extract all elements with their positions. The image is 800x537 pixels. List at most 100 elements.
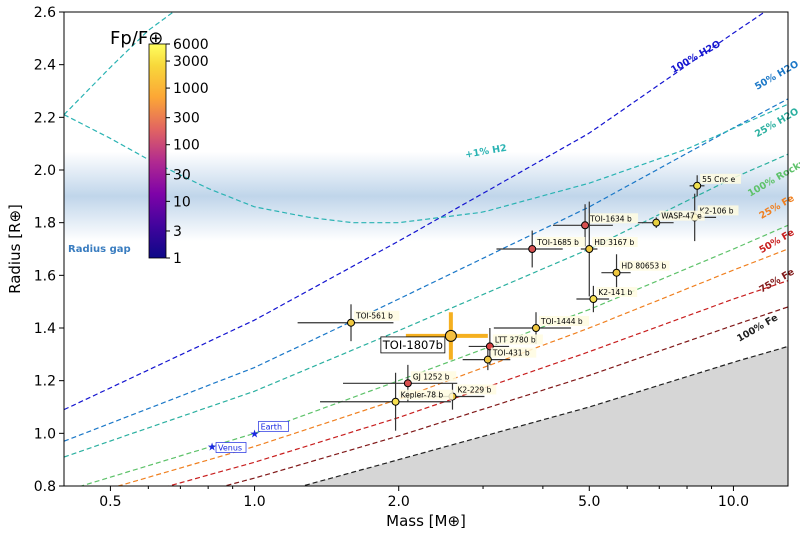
y-tick-label: 0.8: [34, 479, 56, 495]
curve-25-fe: [116, 248, 788, 486]
x-tick-label: 10.0: [718, 494, 749, 510]
venus-star-marker: ★: [207, 441, 217, 454]
y-tick-label: 2.2: [34, 110, 56, 126]
planet-label-box: [619, 260, 670, 271]
planet-label-box: [354, 310, 400, 321]
planet-label: K2-106 b: [700, 206, 734, 215]
planet-label: TOI-1634 b: [589, 214, 632, 223]
planet-marker: [612, 268, 621, 277]
colorbar-tick-label: 1: [173, 251, 182, 267]
colorbar-tick-label: 1000: [173, 81, 209, 97]
colorbar-tick-label: 3000: [173, 54, 209, 70]
planet-label: Kepler-78 b: [401, 391, 444, 400]
planet-label: HD 3167 b: [594, 238, 634, 247]
y-tick-label: 1.8: [34, 216, 56, 232]
y-tick-label: 2.4: [34, 58, 56, 74]
curve-50-fe: [166, 280, 788, 486]
solar-system-earth: ★Earth: [250, 420, 289, 440]
x-tick-label: 5.0: [578, 494, 600, 510]
curve-100-fe: [300, 345, 788, 486]
planet-label-box: [410, 371, 457, 382]
planet-marker: [444, 329, 457, 342]
planet-55-cnc-e: 55 Cnc e: [689, 173, 741, 197]
planet-label-box: [490, 347, 537, 358]
planet-label: TOI-431 b: [492, 349, 530, 358]
planet-hd-80653-b: HD 80653 b: [601, 254, 670, 292]
planet-label: WASP-47 e: [661, 212, 702, 221]
planet-toi-1685-b: TOI-1685 b: [496, 230, 586, 268]
curve-plus-1pct-h2: [64, 103, 788, 224]
planet-wasp-47-e: WASP-47 e: [637, 210, 705, 228]
planet-label-box: [588, 213, 639, 224]
venus-label-box: [215, 442, 247, 453]
colorbar-tick-label: 30: [173, 167, 191, 183]
planet-label-box: [596, 287, 638, 298]
planet-marker: [532, 324, 541, 332]
solar-system-venus: ★ Venus: [207, 441, 247, 454]
planet-label-box: [697, 205, 739, 216]
venus-label: Venus: [218, 444, 242, 453]
plot-frame: [63, 11, 789, 487]
y-tick-label: 1.6: [34, 268, 56, 284]
planet-label: TOI-1685 b: [536, 238, 579, 247]
x-tick-label: 0.5: [99, 494, 121, 510]
planet-toi-561-b: TOI-561 b: [297, 304, 400, 342]
colorbar-tick-label: 10: [173, 194, 191, 210]
planet-marker: [652, 218, 661, 227]
planet-label-box: [380, 336, 446, 354]
y-tick-label: 2.0: [34, 163, 56, 179]
earth-star-marker: ★: [250, 427, 260, 440]
y-tick-label: 1.2: [34, 374, 56, 390]
x-tick-label: 1.0: [243, 494, 265, 510]
planet-toi-1444-b: TOI-1444 b: [493, 312, 590, 344]
planet-label: K2-229 b: [457, 385, 491, 394]
planet-hd-3167-b: HD 3167 b: [580, 201, 638, 297]
y-tick-label: 1.4: [34, 321, 56, 337]
planet-label: HD 80653 b: [622, 262, 667, 271]
planet-marker: [585, 245, 594, 253]
curve-50-h2o: [64, 98, 788, 442]
curve-plus-1pct-h2-upper: [64, 12, 175, 116]
planet-label-box: [398, 389, 454, 400]
planet-label: K2-141 b: [598, 288, 632, 297]
planet-toi-431-b: TOI-431 b: [462, 347, 537, 371]
planet-marker: [528, 245, 537, 253]
curve-100-h2o: [64, 12, 766, 411]
planet-label-box: [700, 173, 741, 184]
planet-marker: [483, 355, 492, 364]
radius-gap-band: [64, 151, 788, 242]
colorbar-tick-label: 300: [173, 111, 200, 127]
curve-25-h2o: [64, 153, 788, 458]
x-tick-label: 2.0: [388, 494, 410, 510]
planet-marker: [391, 397, 400, 406]
planet-label: TOI-1807b: [382, 338, 443, 352]
y-axis-label: Radius [R⊕]: [6, 204, 24, 294]
planet-label: LTT 3780 b: [495, 335, 536, 344]
earth-label-box: [258, 420, 289, 432]
planet-label: TOI-561 b: [355, 312, 393, 321]
planet-k2-141-b: K2-141 b: [576, 285, 638, 313]
planet-gj-1252-b: GJ 1252 b: [343, 364, 458, 402]
planet-label: GJ 1252 b: [413, 372, 450, 381]
planet-label-box: [659, 210, 705, 221]
pure-iron-excluded-region: [64, 346, 788, 486]
planet-marker: [693, 181, 702, 190]
earth-label: Earth: [261, 422, 282, 431]
planet-label-box: [535, 237, 586, 247]
planet-label-box: [492, 334, 543, 345]
planet-kepler-78-b: Kepler-78 b: [320, 372, 454, 431]
planet-marker: [403, 379, 412, 388]
colorbar-tick-label: 100: [173, 138, 200, 154]
y-tick-label: 2.6: [34, 5, 56, 21]
curve-100-rocky: [79, 224, 788, 486]
x-axis-label: Mass [M⊕]: [386, 512, 466, 530]
colorbar-tick-label: 6000: [173, 37, 209, 53]
colorbar-gradient: [148, 43, 167, 259]
colorbar-tick-label: 3: [173, 224, 182, 240]
planet-label: TOI-1444 b: [540, 317, 583, 326]
planet-marker: [589, 295, 598, 304]
planet-label-box: [455, 384, 497, 395]
y-tick-label: 1.0: [34, 426, 56, 442]
